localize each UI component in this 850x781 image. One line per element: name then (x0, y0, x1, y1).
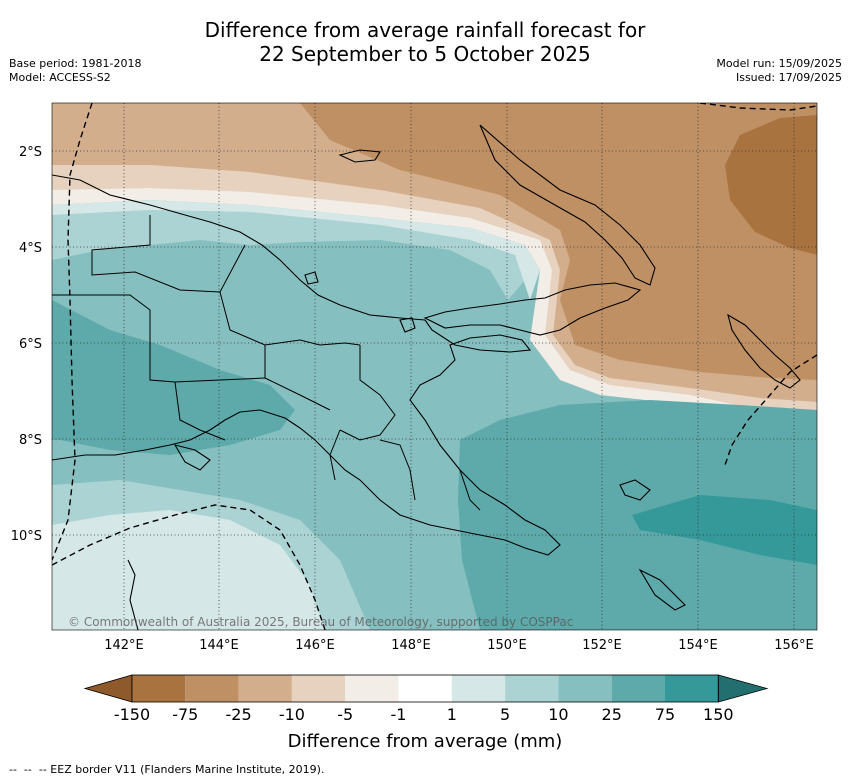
colorbar-segment (291, 675, 346, 702)
band-wet-1-south (52, 510, 325, 630)
colorbar-tick-label: 75 (655, 705, 675, 724)
gridlines (52, 103, 817, 630)
issued-label: Issued: 17/09/2025 (735, 71, 842, 84)
eez-legend-label: -- EEZ border V11 (Flanders Marine Insti… (38, 763, 325, 776)
lon-label: 154°E (678, 638, 718, 653)
lon-label: 156°E (774, 638, 814, 653)
colorbar-segment (185, 675, 239, 702)
lon-label: 150°E (487, 638, 527, 653)
colorbar-segment (558, 675, 612, 702)
colorbar-arrow-right (717, 674, 769, 703)
colorbar-segment (451, 675, 506, 702)
colorbar-segment (132, 675, 186, 702)
coastline-new-britain (423, 282, 642, 336)
lat-label: 10°S (11, 529, 42, 544)
lat-label: 2°S (19, 145, 42, 160)
colorbar: -150 -75 -25 -10 -5 -1 1 5 10 25 75 150 (83, 674, 769, 724)
colorbar-tick-label: 5 (500, 705, 510, 724)
title-line-1: Difference from average rainfall forecas… (204, 18, 646, 42)
lon-label: 146°E (295, 638, 335, 653)
coastline-island-small-1 (399, 317, 416, 333)
lat-label: 8°S (19, 433, 42, 448)
colorbar-tick-label: -1 (391, 705, 407, 724)
eez-legend-symbol: -- -- (9, 763, 39, 776)
model-label: Model: ACCESS-S2 (9, 71, 111, 84)
colorbar-tick-label: -75 (172, 705, 198, 724)
band-wet-75 (632, 495, 817, 565)
colorbar-frame (131, 674, 719, 703)
meta-left: Base period: 1981-2018 Model: ACCESS-S2 (9, 57, 141, 85)
chart-title: Difference from average rainfall forecas… (0, 18, 850, 66)
province-borders (52, 215, 481, 511)
lon-label: 148°E (391, 638, 431, 653)
coastlines (52, 124, 801, 630)
colorbar-segment (345, 675, 399, 702)
band-dry-25 (300, 103, 817, 380)
lat-label: 4°S (19, 241, 42, 256)
eez-borders (52, 103, 817, 630)
coastline-fly-delta (173, 444, 211, 471)
band-wet-5-north (52, 210, 525, 300)
colorbar-segment (611, 675, 665, 702)
coastline-new-ireland (479, 124, 656, 286)
lon-label: 152°E (582, 638, 622, 653)
lon-label: 142°E (104, 638, 144, 653)
colorbar-tick-label: 10 (548, 705, 568, 724)
colorbar-tick-label: 25 (602, 705, 622, 724)
band-wet-25-west (52, 300, 295, 455)
coastline-mainland (52, 174, 561, 556)
colorbar-segment (505, 675, 559, 702)
coastline-bougainville (727, 313, 801, 389)
title-line-2: 22 September to 5 October 2025 (259, 42, 591, 66)
latitude-labels: 2°S 4°S 6°S 8°S 10°S (11, 145, 42, 544)
coastline-cape-york (127, 559, 139, 630)
colorbar-tick-label: -25 (226, 705, 252, 724)
colorbar-title: Difference from average (mm) (288, 731, 563, 752)
base-period-label: Base period: 1981-2018 (9, 57, 142, 70)
model-run-label: Model run: 15/09/2025 (716, 57, 842, 70)
colorbar-segment (665, 675, 719, 702)
colorbar-tick-label: -150 (114, 705, 150, 724)
colorbar-arrow-left (83, 674, 133, 703)
meta-right: Model run: 15/09/2025 Issued: 17/09/2025 (716, 57, 842, 85)
map-fill-layer: © Commonwealth of Australia 2025, Bureau… (52, 103, 817, 630)
coastline-louisiade (638, 568, 686, 611)
eez-legend: -- -- -- EEZ border V11 (Flanders Marine… (9, 763, 324, 776)
copyright-watermark: © Commonwealth of Australia 2025, Bureau… (68, 615, 573, 629)
coastline-island-small-2 (304, 271, 319, 285)
map-frame (51, 102, 818, 631)
coastline-trobriand (619, 479, 651, 501)
colorbar-segment (398, 675, 452, 702)
colorbar-tick-label: -5 (337, 705, 353, 724)
lon-label: 144°E (199, 638, 239, 653)
band-dry-75 (725, 115, 817, 255)
coastline-manus (338, 149, 381, 163)
longitude-labels: 142°E 144°E 146°E 148°E 150°E 152°E 154°E 156°E (104, 638, 814, 653)
band-wet-1-north (52, 200, 540, 300)
colorbar-tick-label: 150 (703, 705, 734, 724)
colorbar-segment (238, 675, 292, 702)
colorbar-tick-label: -10 (279, 705, 305, 724)
colorbar-tick-label: 1 (447, 705, 457, 724)
lat-label: 6°S (19, 337, 42, 352)
